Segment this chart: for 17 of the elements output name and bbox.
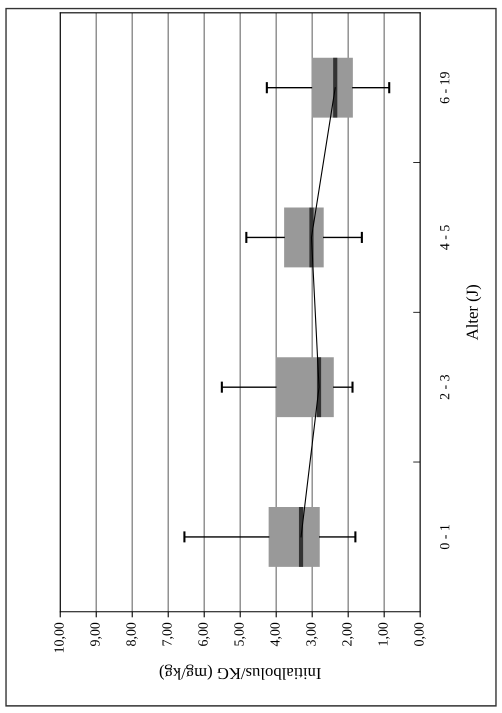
x-tick-label: 5,00 — [234, 622, 246, 646]
y-axis-title: Alter (J) — [466, 285, 482, 340]
x-tick-label: 1,00 — [378, 622, 390, 646]
x-tick-label: 9,00 — [90, 622, 102, 646]
x-tick-label: 2,00 — [342, 622, 354, 646]
x-tick-label: 6,00 — [198, 622, 210, 646]
x-tick-label: 0,00 — [414, 622, 426, 646]
x-tick-label: 4,00 — [270, 622, 282, 646]
y-tick-label: 6 - 19 — [440, 72, 450, 104]
y-tick-label: 4 - 5 — [440, 225, 450, 250]
x-tick-label: 3,00 — [306, 622, 318, 646]
x-axis-title: Initialbolus/KG (mg/kg) — [160, 664, 321, 680]
x-tick-label: 10,00 — [54, 622, 66, 652]
y-tick-label: 0 - 1 — [440, 524, 450, 550]
y-tick-label: 2 - 3 — [440, 374, 450, 400]
x-tick-label: 7,00 — [162, 622, 174, 646]
x-tick-label: 8,00 — [126, 622, 138, 646]
